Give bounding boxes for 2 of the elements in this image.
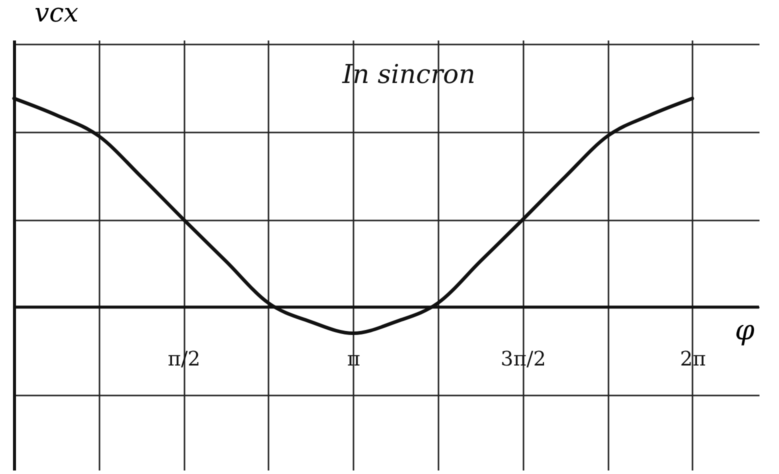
x-axis-title: φ	[734, 314, 755, 347]
y-axis-title: vcx	[34, 0, 79, 28]
